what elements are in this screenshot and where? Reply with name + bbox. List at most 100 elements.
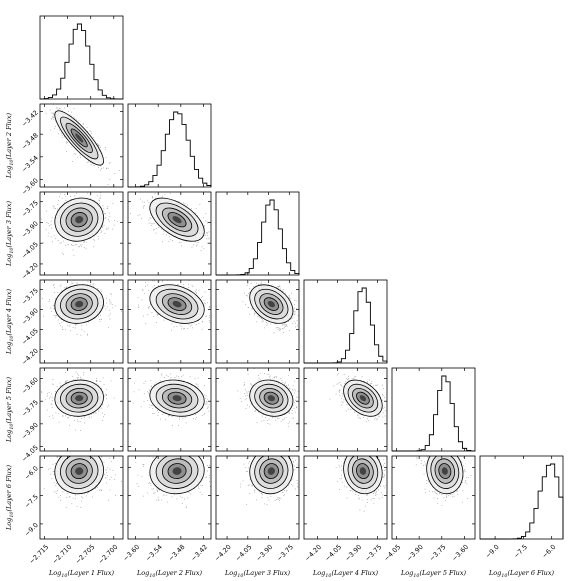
scatter-point [79, 421, 81, 423]
scatter-point [205, 238, 207, 240]
scatter-point [205, 213, 207, 214]
scatter-point [258, 283, 259, 285]
scatter-point [47, 223, 49, 225]
scatter-point [82, 283, 84, 285]
scatter-point [74, 195, 75, 197]
scatter-point [198, 241, 200, 243]
scatter-panel-5-1 [39, 367, 124, 452]
scatter-point [162, 195, 163, 197]
scatter-point [251, 308, 253, 309]
scatter-point [204, 291, 206, 293]
scatter-point [161, 280, 163, 282]
scatter-point [56, 208, 58, 210]
scatter-point [53, 114, 55, 116]
scatter-point [76, 323, 78, 325]
scatter-point [284, 326, 285, 328]
scatter-point [254, 312, 256, 314]
scatter-point [100, 315, 101, 317]
scatter-point [60, 291, 62, 293]
scatter-point [157, 314, 158, 316]
scatter-point [138, 304, 139, 306]
scatter-point [150, 190, 151, 191]
scatter-point [49, 109, 51, 111]
scatter-point [284, 324, 286, 326]
scatter-point [141, 299, 143, 301]
scatter-point [98, 199, 100, 201]
scatter-point [106, 208, 108, 210]
scatter-point [103, 416, 104, 418]
scatter-point [260, 281, 262, 283]
scatter-point [212, 241, 213, 242]
scatter-point [49, 299, 50, 301]
scatter-point [87, 333, 89, 335]
scatter-point [50, 224, 52, 226]
scatter-point [66, 142, 68, 143]
scatter-point [260, 276, 261, 277]
scatter-point [283, 332, 284, 333]
scatter-point [257, 316, 259, 318]
scatter-point [105, 393, 107, 395]
scatter-point [53, 127, 55, 129]
scatter-point [103, 224, 105, 226]
scatter-point [102, 226, 103, 228]
scatter-point [202, 295, 203, 297]
scatter-point [284, 292, 286, 294]
scatter-point [203, 248, 205, 250]
scatter-point [109, 212, 110, 214]
scatter-point [83, 330, 85, 332]
scatter-point [52, 115, 54, 117]
scatter-point [95, 380, 97, 382]
scatter-point [55, 238, 56, 240]
scatter-point [61, 319, 63, 321]
scatter-point [151, 196, 153, 198]
scatter-panel-4-3 [215, 276, 300, 364]
scatter-point [109, 299, 110, 301]
scatter-point [278, 327, 280, 329]
scatter-point [247, 295, 248, 297]
scatter-point [84, 268, 85, 269]
scatter-point [203, 225, 205, 227]
scatter-point [108, 162, 110, 164]
scatter-point [87, 130, 88, 132]
contour-line-3 [65, 293, 93, 315]
scatter-point [86, 161, 88, 163]
scatter-point [81, 329, 83, 330]
scatter-point [48, 225, 50, 226]
scatter-panel-4-1 [39, 268, 124, 364]
scatter-point [186, 204, 188, 206]
contour-line-1 [249, 284, 294, 324]
scatter-point [73, 255, 75, 257]
contour-line-2 [155, 288, 199, 320]
scatter-point [162, 233, 164, 235]
scatter-point [148, 306, 150, 308]
scatter-point [97, 167, 99, 168]
scatter-point [277, 328, 279, 330]
scatter-point [169, 193, 171, 195]
scatter-point [94, 317, 96, 319]
histogram-step-2 [127, 111, 212, 188]
scatter-point [293, 320, 295, 322]
scatter-point [83, 241, 85, 243]
scatter-point [204, 234, 206, 236]
scatter-point [63, 240, 65, 242]
scatter-point [106, 168, 108, 170]
scatter-point [255, 282, 257, 284]
scatter-point [258, 315, 260, 317]
scatter-point [168, 241, 170, 243]
scatter-point [76, 377, 78, 379]
scatter-point [151, 197, 153, 199]
scatter-point [163, 230, 165, 232]
contour-line-2 [254, 288, 289, 320]
scatter-point [113, 185, 115, 187]
scatter-point [209, 320, 210, 321]
scatter-point [83, 372, 85, 374]
scatter-point [92, 283, 94, 285]
scatter-point [261, 318, 262, 319]
scatter-point [242, 301, 244, 303]
scatter-point [277, 286, 279, 287]
scatter-point [193, 244, 194, 246]
scatter-point [277, 327, 278, 328]
scatter-point [57, 107, 58, 109]
scatter-point [55, 120, 57, 122]
scatter-point [195, 208, 197, 209]
